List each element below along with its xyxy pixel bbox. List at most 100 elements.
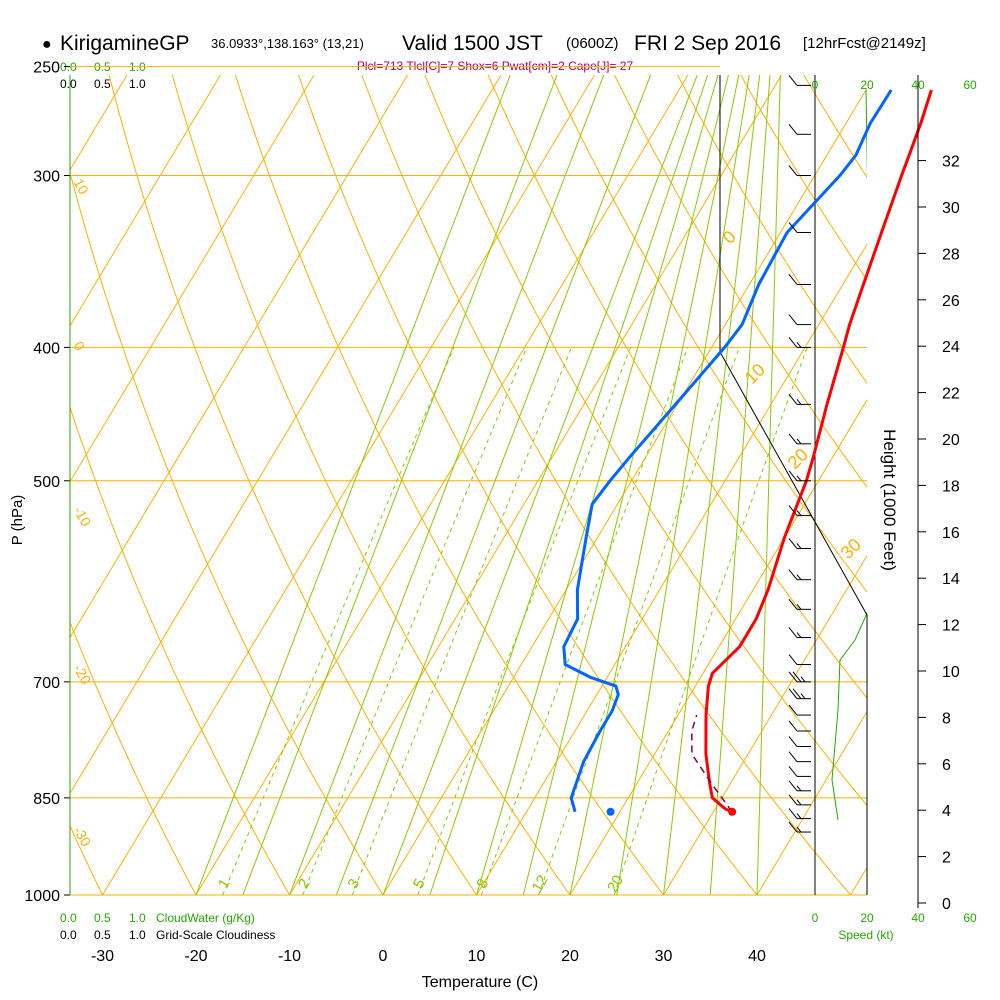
- moist-adiabat-line: [756, 75, 781, 895]
- isotherm-line: [663, 554, 867, 895]
- wind-barbs: [788, 75, 811, 833]
- mixing-ratio-label: 2: [295, 876, 314, 892]
- wind-barb-flag: [788, 274, 798, 285]
- cloudwater-line: [831, 89, 867, 821]
- isotherm-line: [289, 75, 783, 895]
- moist-adiabat-line: [242, 75, 558, 895]
- wind-barb-half-flag: [796, 813, 802, 819]
- height-tick-label: 16: [942, 525, 960, 542]
- bottom-green-tick-1: 0.5: [94, 911, 111, 925]
- moist-adiabat-line: [522, 75, 729, 895]
- mixing-ratio-line: [417, 347, 632, 895]
- moist-adiabat-label: 30: [837, 535, 865, 563]
- wind-panel-boundary: [719, 75, 868, 895]
- wind-barb-flag: [788, 766, 798, 777]
- wind-barb-flag: [792, 688, 802, 700]
- wind-barb-half-flag: [796, 475, 802, 482]
- wind-barb-flag: [788, 736, 798, 747]
- moist-adiabat-line: [616, 75, 750, 895]
- top-black-tick-0: 0.0: [60, 77, 77, 91]
- dry-adiabat-label: 10: [70, 176, 92, 198]
- height-tick-label: 4: [942, 803, 951, 820]
- dry-adiabat-line: [234, 75, 664, 895]
- isotherm-line: [476, 243, 867, 895]
- height-tick-label: 24: [942, 339, 960, 356]
- moist-adiabat-line: [476, 75, 719, 895]
- pressure-tick-label: 1000: [24, 888, 60, 905]
- mixing-ratio-label: 12: [529, 872, 552, 895]
- header-valid-date: FRI 2 Sep 2016: [634, 32, 781, 55]
- pressure-tick-label: 700: [33, 675, 60, 692]
- temperature-tick-label: 0: [379, 948, 388, 965]
- bottom-cloudwater-scale: 0.0 0.5 1.0 CloudWater (g/Kg): [60, 911, 255, 925]
- wind-barb-half-flag: [796, 604, 802, 610]
- pressure-tick-label: 500: [33, 474, 60, 491]
- isotherms: [70, 75, 867, 895]
- header-valid: Valid 1500 JST: [402, 32, 543, 55]
- wind-barb-flag: [788, 780, 798, 792]
- height-tick-label: 28: [942, 246, 960, 263]
- wind-barb-flag: [788, 808, 798, 819]
- height-tick-label: 6: [942, 757, 951, 774]
- wind-barb-half-flag: [796, 510, 802, 516]
- wind-barb-flag: [788, 599, 798, 610]
- header-forecast: [12hrFcst@2149z]: [803, 35, 926, 52]
- wind-barb-flag: [788, 433, 798, 445]
- wind-barb-flag: [788, 394, 798, 405]
- mixing-ratio-label: 8: [473, 876, 492, 892]
- moist-adiabat-line: [195, 75, 511, 895]
- moist-adiabat-label: 20: [784, 445, 812, 473]
- height-tick-label: 12: [942, 618, 960, 635]
- top-black-tick-1: 0.5: [94, 77, 111, 91]
- speed-bottom-tick-1: 20: [860, 911, 874, 925]
- wind-barb-flag: [788, 704, 798, 716]
- parcel-line: [691, 714, 733, 813]
- moist-adiabat-line: [663, 75, 761, 895]
- mixing-ratio-label: 1: [215, 876, 234, 892]
- moist-adiabat-line: [289, 75, 605, 895]
- speed-axis-top: 0 20 40 60: [812, 78, 977, 92]
- wind-barb-flag: [788, 720, 798, 732]
- pressure-tick-label: 250: [33, 60, 60, 77]
- isotherm-line: [70, 75, 315, 483]
- dry-adiabat-line: [171, 75, 571, 895]
- height-tick-label: 10: [942, 664, 960, 681]
- height-tick-label: 8: [942, 710, 951, 727]
- speed-top-tick-1: 20: [860, 78, 874, 92]
- wind-barb-half-flag: [796, 342, 802, 348]
- wind-barb-flag: [788, 569, 798, 581]
- dry-adiabat-label: -10: [70, 504, 94, 530]
- moist-adiabat-line: [569, 75, 740, 895]
- cloudwater-profile: [831, 89, 867, 821]
- mixing-ratio-line: [302, 347, 528, 895]
- temperature-tick-label: 30: [655, 948, 673, 965]
- dry-adiabat-line: [676, 75, 867, 384]
- mixing-ratio-line: [222, 347, 455, 895]
- mixing-ratio-line: [480, 347, 689, 895]
- wind-barb-flag: [788, 821, 798, 833]
- speed-bottom-tick-0: 0: [812, 911, 819, 925]
- speed-axis-bottom: 0 20 40 60 Speed (kt): [812, 911, 977, 942]
- surface-temperature-point: [728, 807, 737, 816]
- pressure-tick-label: 400: [33, 340, 60, 357]
- dry-adiabat-line: [613, 75, 867, 488]
- bottom-black-label: Grid-Scale Cloudiness: [156, 928, 275, 942]
- wind-barb-half-flag: [796, 399, 802, 405]
- wind-barb-half-flag: [796, 826, 802, 833]
- height-tick-label: 18: [942, 478, 960, 495]
- wind-barb-flag: [788, 751, 798, 762]
- dry-adiabat-line: [70, 170, 384, 895]
- mixing-ratio-label: 3: [344, 876, 363, 892]
- bottom-green-tick-0: 0.0: [60, 911, 77, 925]
- moist-adiabat-line: [709, 75, 771, 895]
- wind-barb-flag: [788, 505, 798, 516]
- height-tick-label: 0: [942, 896, 951, 913]
- dry-adiabat-line: [70, 405, 290, 895]
- temperature-tick-label: -30: [91, 948, 114, 965]
- isotherm-line: [195, 75, 689, 895]
- dry-adiabat-line: [550, 75, 867, 593]
- surface-dewpoint-point: [606, 807, 615, 816]
- height-tick-label: 20: [942, 432, 960, 449]
